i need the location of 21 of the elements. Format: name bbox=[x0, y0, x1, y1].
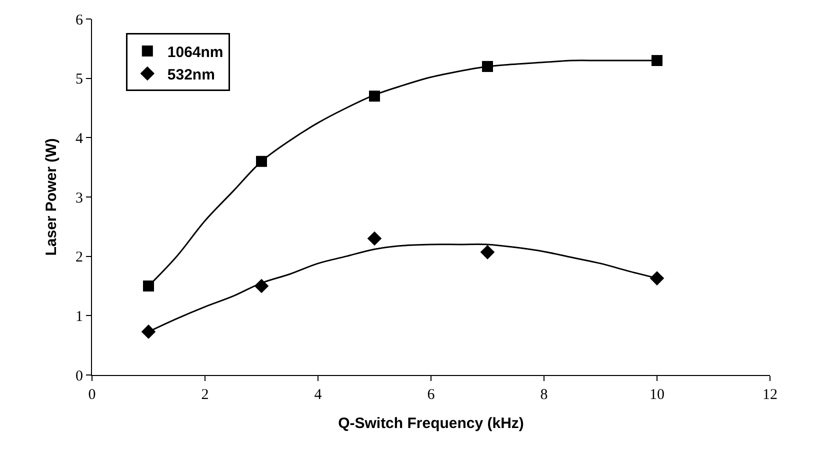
legend-label: 1064nm bbox=[167, 44, 224, 61]
y-tick-label: 5 bbox=[76, 72, 83, 88]
x-axis-title: Q-Switch Frequency (kHz) bbox=[338, 415, 524, 432]
x-tick-label: 0 bbox=[88, 387, 96, 403]
y-tick-label: 4 bbox=[76, 130, 84, 147]
y-tick-label: 1 bbox=[76, 308, 83, 325]
y-tick-label: 6 bbox=[76, 12, 84, 28]
point bbox=[652, 55, 662, 66]
point bbox=[480, 245, 495, 260]
x-tick-label: 2 bbox=[201, 387, 209, 403]
y-axis-title: Laser Power (W) bbox=[42, 138, 60, 256]
x-tick-label: 4 bbox=[314, 387, 322, 403]
x-tick-label: 10 bbox=[650, 387, 664, 403]
x-tick-label: 6 bbox=[427, 387, 436, 403]
point bbox=[367, 231, 382, 246]
y-tick-label: 3 bbox=[76, 190, 83, 206]
x-tick-label: 12 bbox=[762, 387, 778, 403]
y-tick-label: 2 bbox=[76, 250, 83, 266]
legend-label: 532nm bbox=[167, 66, 215, 84]
y-tick-label: 0 bbox=[76, 368, 83, 384]
x-tick-label: 8 bbox=[540, 387, 548, 403]
